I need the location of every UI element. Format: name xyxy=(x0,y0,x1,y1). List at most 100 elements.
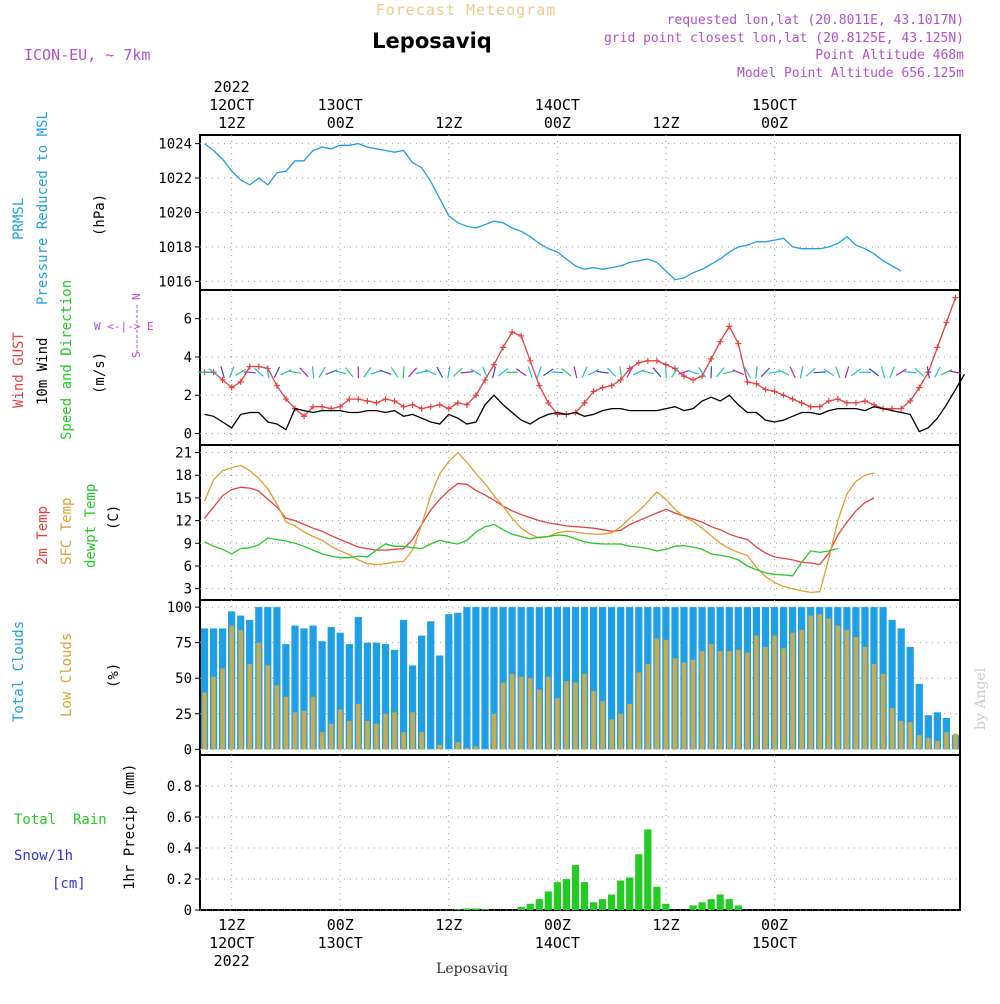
precip-frame xyxy=(200,755,960,910)
wind-frame xyxy=(200,290,960,445)
time-axis-label: 14OCT xyxy=(535,96,580,114)
clouds-bar xyxy=(472,607,479,749)
cloud-ylabel: (%) xyxy=(106,663,122,688)
model-altitude: Model Point Altitude 656.125m xyxy=(737,66,964,81)
precip-bar xyxy=(617,881,624,911)
wind-direction-arrow xyxy=(582,367,587,378)
clouds-bar xyxy=(383,714,388,750)
time-axis-label: 14OCT xyxy=(535,934,580,952)
clouds-ytick-label: 25 xyxy=(175,707,192,723)
clouds-bar xyxy=(275,685,280,749)
time-axis-label: 15OCT xyxy=(752,96,797,114)
clouds-bar xyxy=(445,614,452,749)
wind-label-gust: Wind GUST xyxy=(11,332,27,408)
gust-marker xyxy=(364,398,370,404)
temperature-series-line xyxy=(205,484,875,565)
wind-ytick-label: 6 xyxy=(184,312,192,328)
clouds-bar xyxy=(691,660,696,750)
gust-marker xyxy=(247,364,253,370)
wind-direction-arrow xyxy=(761,368,769,377)
wind-ytick-label: 4 xyxy=(184,350,192,366)
time-axis-label: 00Z xyxy=(327,916,354,934)
wind-direction-arrow xyxy=(281,370,292,375)
clouds-bar xyxy=(438,745,443,749)
wind-direction-arrow xyxy=(416,371,428,374)
clouds-bar xyxy=(546,677,551,750)
clouds-bar xyxy=(537,690,542,750)
precip-bar xyxy=(554,882,561,910)
time-axis-label: 12Z xyxy=(218,916,245,934)
clouds-bar xyxy=(481,607,488,749)
wind-direction-arrow xyxy=(800,366,803,378)
pressure-label-2: Pressure Reduced to MSL xyxy=(35,111,51,305)
gust-marker xyxy=(708,356,714,362)
clouds-bar xyxy=(347,721,352,749)
precip-bar xyxy=(644,829,651,910)
precip-bar xyxy=(699,902,706,910)
gust-marker xyxy=(609,383,615,389)
side-labels: PRMSL Pressure Reduced to MSL (hPa) Wind… xyxy=(11,111,154,892)
gust-marker xyxy=(853,400,859,406)
gust-marker xyxy=(509,329,515,335)
gust-marker xyxy=(862,398,868,404)
time-axis-label: 00Z xyxy=(327,114,354,132)
clouds-bar xyxy=(266,665,271,749)
clouds-bar xyxy=(818,614,823,749)
wind-direction-arrow xyxy=(666,366,667,378)
clouds-bar xyxy=(772,636,777,750)
gust-marker xyxy=(744,379,750,385)
clouds-bar xyxy=(519,677,524,750)
wind-direction-arrow xyxy=(409,368,417,377)
rain-label: Total Rain xyxy=(14,812,107,828)
time-axis-label: 00Z xyxy=(761,916,788,934)
clouds-bar xyxy=(881,674,886,749)
clouds-bar xyxy=(510,674,515,749)
wind-direction-arrow xyxy=(391,367,398,377)
clouds-bar xyxy=(908,722,913,749)
pressure-ytick-label: 1018 xyxy=(158,240,192,256)
precip-bar xyxy=(545,891,552,910)
precip-bar xyxy=(472,909,479,911)
wind-direction-arrow xyxy=(756,366,758,378)
clouds-bar xyxy=(664,640,669,750)
gust-marker xyxy=(600,385,606,391)
temp-label-dewpt: dewpt Temp xyxy=(83,484,99,568)
clouds-bar xyxy=(944,732,949,749)
wind-direction-arrow xyxy=(403,366,404,378)
clouds-bar xyxy=(284,697,289,750)
temperature-ytick-label: 9 xyxy=(184,536,192,552)
clouds-bar xyxy=(293,712,298,749)
wind-direction-arrow xyxy=(425,370,436,375)
gust-marker xyxy=(437,402,443,408)
gust-marker xyxy=(799,400,805,406)
time-axis-label: 00Z xyxy=(761,114,788,132)
wind-direction-arrow xyxy=(733,370,744,375)
temperature-ytick-label: 12 xyxy=(175,514,192,530)
gust-marker xyxy=(726,323,732,329)
clouds-ytick-label: 0 xyxy=(184,742,192,758)
precip-bar xyxy=(518,907,525,910)
clouds-bar xyxy=(736,650,741,750)
time-axis-label: 12OCT xyxy=(209,934,254,952)
wind-direction-arrow xyxy=(574,366,577,378)
precip-bar xyxy=(536,899,543,910)
clouds-bar xyxy=(917,735,922,749)
temp-label-2m: 2m Temp xyxy=(35,506,51,565)
clouds-bar xyxy=(637,673,642,750)
clouds-bar xyxy=(836,626,841,750)
clouds-bar xyxy=(239,630,244,749)
wind-direction-arrow xyxy=(471,369,481,375)
gust-marker xyxy=(500,344,506,350)
precip-bar xyxy=(653,887,660,910)
gust-marker xyxy=(419,406,425,412)
wind-direction-arrow xyxy=(454,368,463,376)
gust-marker xyxy=(428,404,434,410)
precip-ytick-label: 0 xyxy=(184,903,192,919)
time-axis-label: 00Z xyxy=(544,114,571,132)
wind-direction-arrow xyxy=(882,367,885,379)
clouds-bar xyxy=(827,619,832,750)
clouds-bar xyxy=(248,664,253,749)
clouds-ytick-label: 100 xyxy=(167,600,192,616)
